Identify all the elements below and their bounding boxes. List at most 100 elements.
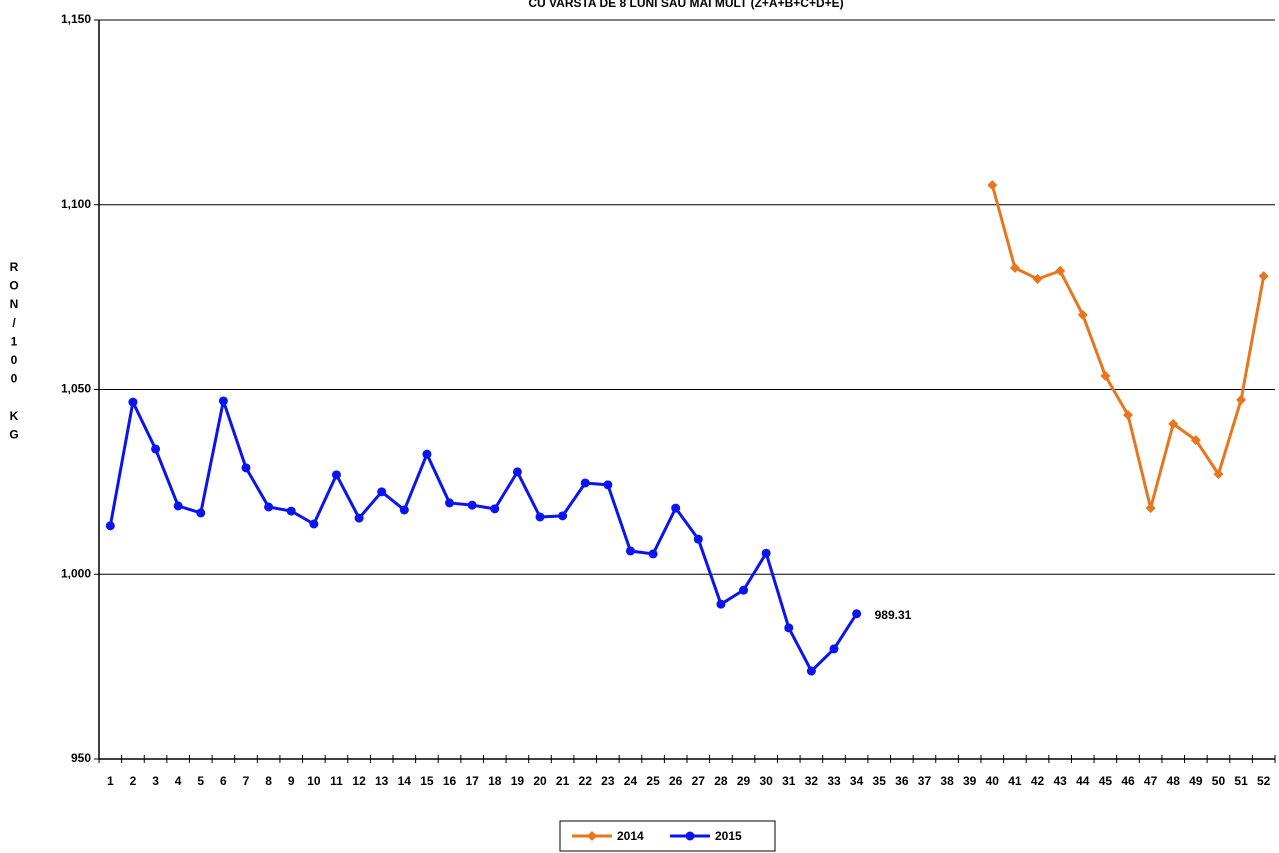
x-tick-label: 4: [175, 774, 182, 788]
marker: [739, 585, 749, 595]
marker: [1055, 265, 1066, 276]
marker: [331, 470, 341, 480]
marker: [1077, 309, 1088, 320]
x-tick-label: 29: [737, 774, 751, 788]
marker: [422, 449, 432, 459]
marker: [1190, 435, 1201, 446]
x-tick-label: 7: [243, 774, 250, 788]
marker: [806, 666, 816, 676]
marker: [1213, 469, 1224, 480]
marker: [151, 444, 161, 454]
series-line: [990, 184, 1266, 510]
x-tick-label: 13: [375, 774, 389, 788]
marker: [671, 503, 681, 513]
marker: [512, 467, 522, 477]
x-tick-label: 6: [220, 774, 227, 788]
marker: [1123, 409, 1133, 420]
marker: [264, 502, 274, 512]
marker: [685, 831, 695, 841]
x-tick-label: 38: [940, 774, 954, 788]
marker: [761, 548, 771, 558]
x-tick-label: 17: [465, 774, 479, 788]
marker: [1168, 418, 1179, 429]
x-tick-label: 37: [918, 774, 932, 788]
x-tick-label: 48: [1167, 774, 1181, 788]
marker: [648, 549, 658, 559]
y-tick-label: 1,150: [61, 12, 91, 26]
x-tick-label: 35: [873, 774, 887, 788]
marker: [1032, 274, 1043, 285]
x-tick-label: 11: [330, 774, 343, 788]
x-tick-label: 16: [443, 774, 457, 788]
x-tick-label: 25: [646, 774, 660, 788]
x-tick-label: 33: [827, 774, 841, 788]
marker: [445, 498, 455, 508]
marker: [1009, 262, 1020, 273]
x-tick-label: 50: [1212, 774, 1226, 788]
y-tick-label: 950: [71, 751, 91, 765]
x-tick-label: 9: [288, 774, 295, 788]
x-tick-label: 20: [533, 774, 547, 788]
marker: [467, 500, 477, 510]
marker: [580, 478, 590, 488]
x-tick-label: 52: [1257, 774, 1271, 788]
x-tick-label: 26: [669, 774, 683, 788]
marker: [558, 511, 568, 521]
marker: [693, 534, 703, 544]
x-tick-label: 19: [511, 774, 525, 788]
x-tick-label: 46: [1121, 774, 1135, 788]
series-line: [108, 399, 858, 673]
x-tick-label: 32: [805, 774, 819, 788]
x-tick-label: 40: [986, 774, 1000, 788]
x-tick-label: 5: [197, 774, 204, 788]
marker: [105, 521, 115, 531]
x-tick-label: 28: [714, 774, 728, 788]
y-tick-label: 1,050: [61, 382, 91, 396]
x-tick-label: 36: [895, 774, 909, 788]
x-tick-label: 15: [420, 774, 434, 788]
y-tick-label: 1,000: [61, 566, 91, 580]
x-tick-label: 51: [1234, 774, 1248, 788]
x-tick-label: 39: [963, 774, 977, 788]
marker: [173, 501, 183, 511]
marker: [196, 508, 206, 518]
x-tick-label: 22: [579, 774, 593, 788]
marker: [309, 519, 319, 529]
x-tick-label: 45: [1099, 774, 1113, 788]
x-tick-label: 10: [307, 774, 321, 788]
x-tick-label: 2: [130, 774, 137, 788]
marker: [218, 396, 228, 406]
marker: [587, 831, 597, 841]
legend-label: 2015: [715, 829, 742, 843]
marker: [286, 506, 296, 516]
x-tick-label: 30: [759, 774, 773, 788]
marker: [490, 504, 500, 514]
marker: [603, 480, 613, 490]
legend-label: 2014: [617, 829, 644, 843]
x-tick-label: 27: [692, 774, 706, 788]
x-tick-label: 47: [1144, 774, 1158, 788]
marker: [784, 623, 794, 633]
x-tick-label: 8: [265, 774, 272, 788]
marker: [1100, 370, 1111, 381]
data-label: 989.31: [875, 608, 912, 622]
x-tick-label: 14: [398, 774, 412, 788]
x-tick-label: 3: [152, 774, 159, 788]
x-tick-label: 42: [1031, 774, 1045, 788]
marker: [625, 546, 635, 556]
marker: [128, 397, 138, 407]
marker: [1145, 503, 1156, 514]
y-tick-label: 1,100: [61, 197, 91, 211]
x-tick-label: 1: [107, 774, 114, 788]
marker: [377, 487, 387, 497]
x-tick-label: 41: [1008, 774, 1022, 788]
x-tick-label: 18: [488, 774, 502, 788]
x-tick-label: 23: [601, 774, 615, 788]
marker: [399, 505, 409, 515]
x-tick-label: 44: [1076, 774, 1090, 788]
chart-title: CU VARSTA DE 8 LUNI SAU MAI MULT (Z+A+B+…: [528, 0, 843, 10]
marker: [1258, 271, 1269, 282]
marker: [535, 512, 545, 522]
